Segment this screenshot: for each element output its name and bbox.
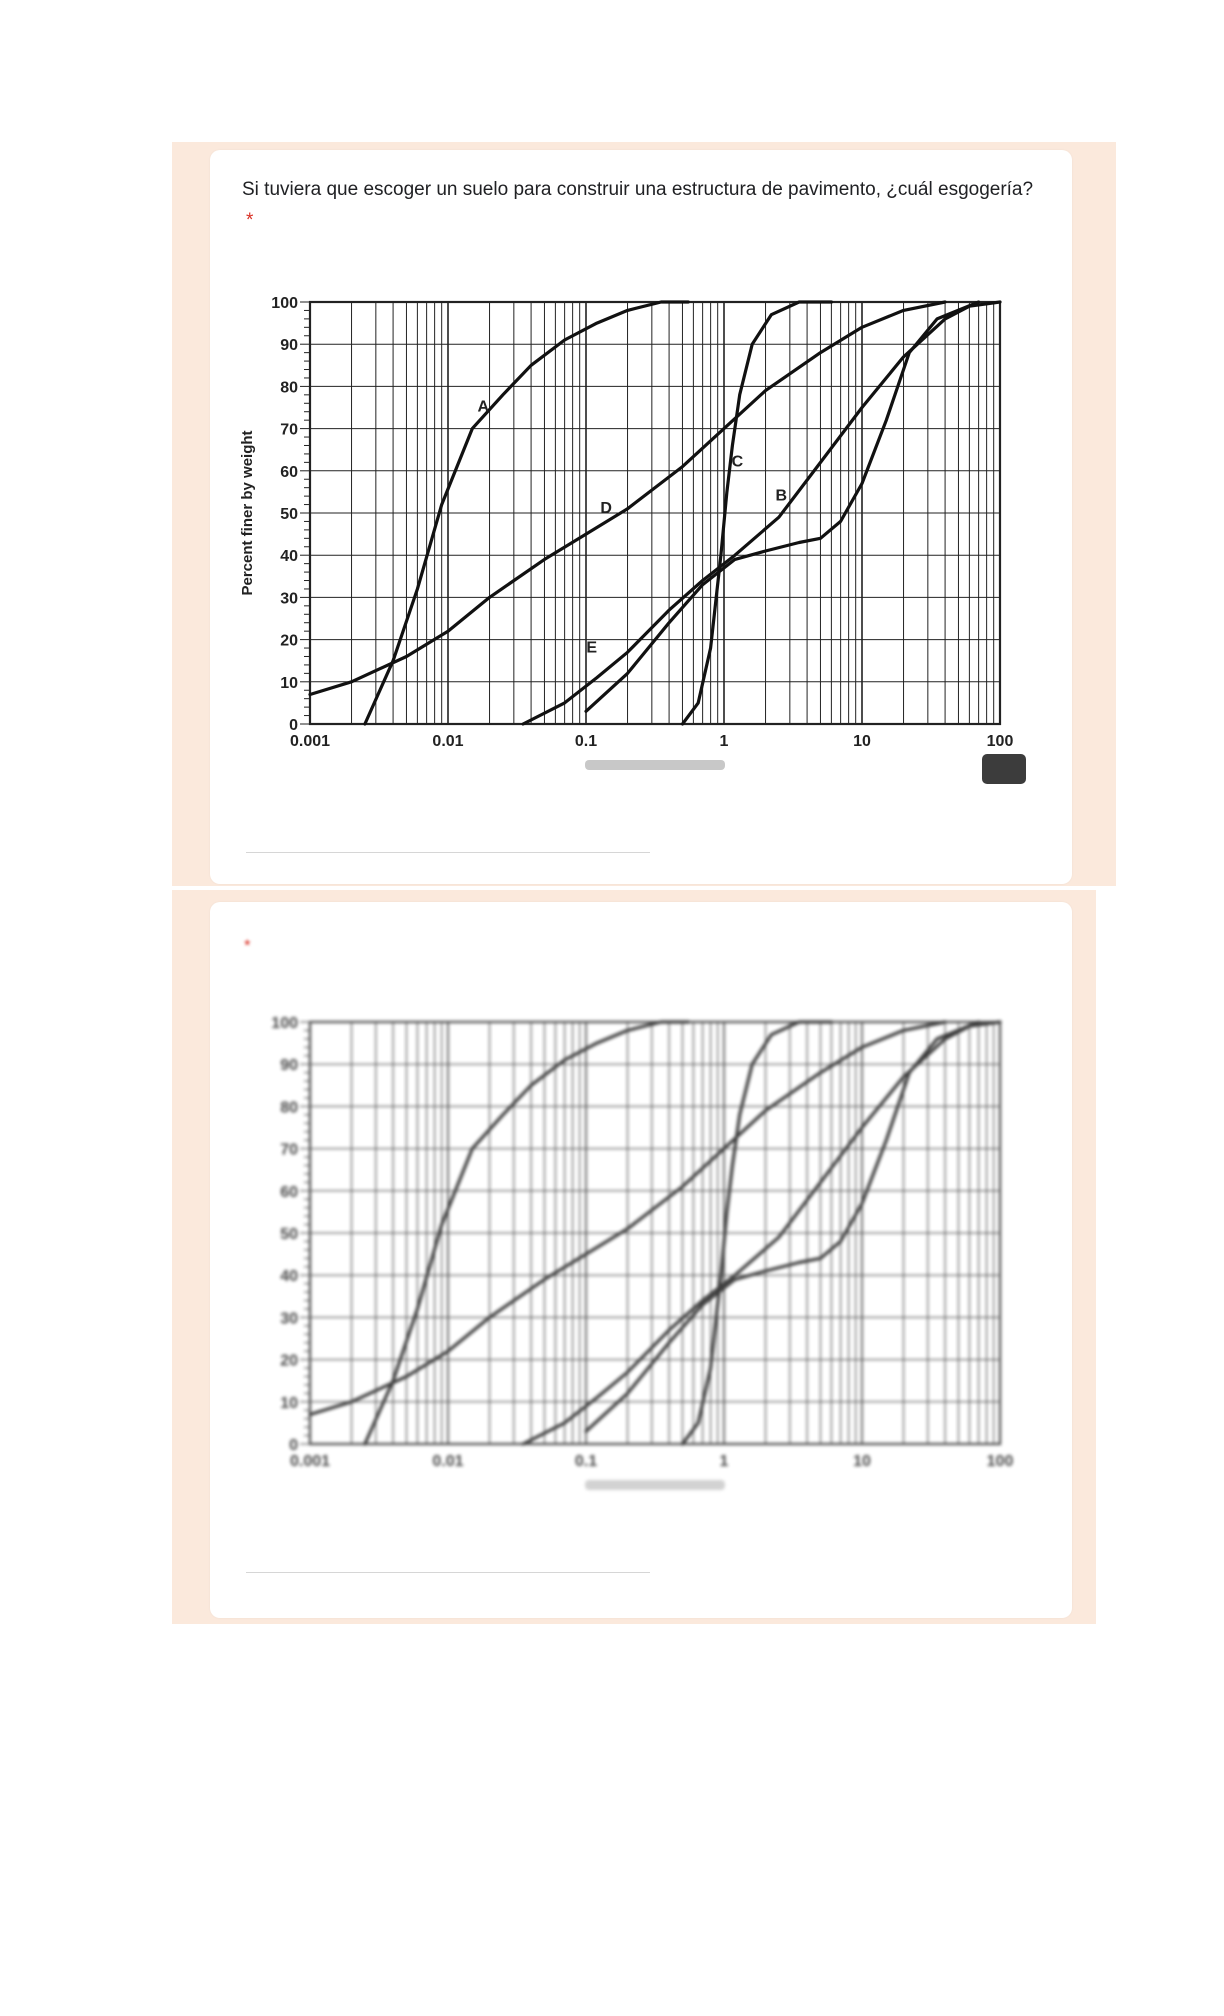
curve-2	[584, 1020, 981, 1433]
y-tick-label: 40	[280, 1268, 298, 1285]
curve-label-b: B	[775, 487, 787, 504]
x-tick-label: 10	[853, 733, 871, 750]
x-tick-label: 0.01	[432, 1453, 463, 1470]
required-asterisk-2: *	[244, 936, 251, 955]
y-tick-label: 0	[289, 717, 298, 734]
y-axis-label: Percent finer by weight	[239, 430, 256, 595]
curve-label-a: A	[477, 399, 489, 416]
required-asterisk: *	[246, 210, 254, 231]
curve-5	[521, 1020, 1002, 1446]
question-1-text: Si tuviera que escoger un suelo para con…	[242, 179, 1034, 200]
y-tick-label: 70	[280, 1142, 298, 1159]
curve-c	[680, 300, 833, 726]
answer-1-input[interactable]	[246, 852, 650, 853]
y-tick-label: 90	[280, 1057, 298, 1074]
x-tick-label: 0.01	[432, 733, 463, 750]
y-tick-label: 20	[280, 633, 298, 650]
y-tick-label: 0	[289, 1437, 298, 1454]
question-2-title: *	[240, 930, 1040, 961]
x-tick-label: 10	[853, 1453, 871, 1470]
y-tick-label: 90	[280, 337, 298, 354]
x-tick-label: 0.1	[575, 733, 597, 750]
x-axis-label-smudge	[585, 1480, 725, 1490]
y-tick-label: 10	[280, 675, 298, 692]
plot-area: 0 10 20 30 40 50 60 70 80 90 100 0.001 0.01 0.1 1 10 100…	[239, 295, 1013, 770]
y-tick-label: 30	[280, 1310, 298, 1327]
y-tick-label: 80	[280, 1099, 298, 1116]
x-tick-label: 0.1	[575, 1453, 597, 1470]
y-tick-label: 100	[271, 1015, 298, 1032]
x-tick-label: 1	[720, 1453, 729, 1470]
question-card-1: Si tuviera que escoger un suelo para con…	[210, 150, 1072, 884]
curve-a	[363, 300, 690, 726]
curve-4	[308, 1020, 947, 1417]
y-tick-label: 80	[280, 379, 298, 396]
curve-b	[584, 300, 981, 713]
x-tick-label: 0.001	[290, 733, 330, 750]
x-tick-label: 0.001	[290, 1453, 330, 1470]
curve-e	[521, 300, 1002, 726]
x-tick-label: 1	[720, 733, 729, 750]
curve-label-c: C	[732, 454, 744, 471]
y-tick-label: 30	[280, 590, 298, 607]
curve-d	[308, 300, 947, 697]
y-tick-label: 60	[280, 1184, 298, 1201]
grain-size-chart-svg: 0 10 20 30 40 50 60 70 80 90 100 0.001 0.01 0.1 1 10 100…	[239, 295, 1013, 770]
grain-size-chart-2: 0 10 20 30 40 50 60 70 80 90 100 0.001 0.01 0.1 1 10 100	[228, 1010, 1058, 1510]
x-tick-label: 100	[987, 733, 1014, 750]
y-tick-label: 20	[280, 1353, 298, 1370]
question-card-2: * 0 10 20 30 40 50 60 70 80 90 100 0.001 0.01 0.1 1 10 1…	[210, 902, 1072, 1618]
y-tick-label: 50	[280, 1226, 298, 1243]
y-tick-label: 100	[271, 295, 298, 312]
y-tick-label: 40	[280, 548, 298, 565]
plot-area: 0 10 20 30 40 50 60 70 80 90 100 0.001 0.01 0.1 1 10 100	[271, 1015, 1013, 1490]
curve-label-d: D	[600, 500, 612, 517]
y-tick-label: 10	[280, 1395, 298, 1412]
y-tick-label: 50	[280, 506, 298, 523]
grain-size-chart-2-svg: 0 10 20 30 40 50 60 70 80 90 100 0.001 0.01 0.1 1 10 100	[271, 1015, 1013, 1490]
answer-2-input[interactable]	[246, 1572, 650, 1573]
image-badge[interactable]	[982, 754, 1026, 784]
x-axis-label-smudge	[585, 760, 725, 770]
question-1-title: Si tuviera que escoger un suelo para con…	[242, 174, 1042, 236]
x-tick-label: 100	[987, 1453, 1014, 1470]
curve-1	[363, 1020, 690, 1446]
y-tick-label: 70	[280, 422, 298, 439]
curve-label-e: E	[586, 639, 597, 656]
curve-3	[680, 1020, 833, 1446]
y-tick-label: 60	[280, 464, 298, 481]
grain-size-chart: 0 10 20 30 40 50 60 70 80 90 100 0.001 0.01 0.1 1 10 100…	[228, 290, 1058, 790]
